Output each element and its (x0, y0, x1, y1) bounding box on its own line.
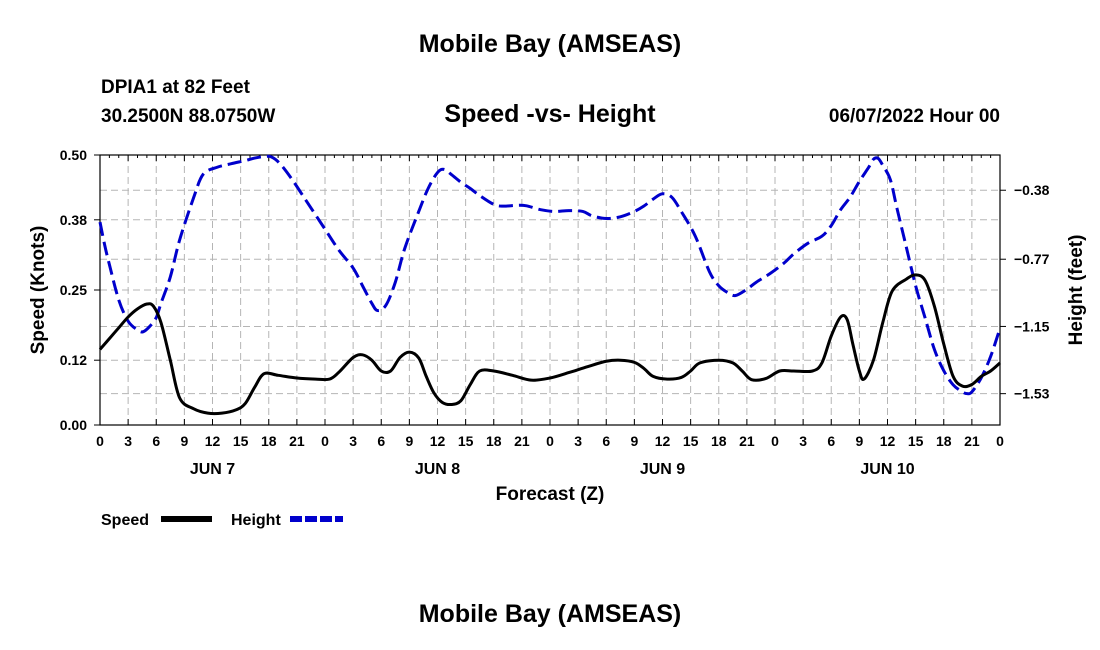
y-tick-label: 0.12 (60, 352, 87, 368)
x-tick-label: 18 (486, 433, 502, 449)
y-tick-label: 0.38 (60, 212, 87, 228)
x-tick-label: 9 (405, 433, 413, 449)
speed-series-line (98, 273, 1001, 416)
x-tick-label: 0 (96, 433, 104, 449)
y2-axis-title: Height (feet) (1066, 235, 1087, 346)
y-tick-label: 0.25 (60, 282, 87, 298)
x-tick-label: 15 (908, 433, 924, 449)
x-tick-label: 18 (711, 433, 727, 449)
x-tick-label: 9 (630, 433, 638, 449)
axis-ticks (94, 154, 1006, 426)
x-tick-label: 0 (321, 433, 329, 449)
x-tick-label: 15 (683, 433, 699, 449)
x-tick-label: 3 (574, 433, 582, 449)
x-tick-label: 21 (289, 433, 305, 449)
x-tick-label: 3 (799, 433, 807, 449)
legend-label-height: Height (231, 512, 281, 529)
y-axis-title: Speed (Knots) (28, 226, 49, 355)
x-tick-label: 3 (124, 433, 132, 449)
x-tick-label: 9 (180, 433, 188, 449)
x-tick-label: 0 (771, 433, 779, 449)
day-label: JUN 10 (860, 461, 914, 478)
day-label: JUN 7 (190, 461, 235, 478)
x-tick-label: 12 (655, 433, 671, 449)
x-tick-label: 15 (233, 433, 249, 449)
y2-tick-label: −1.15 (1014, 318, 1050, 334)
y-tick-label: 0.00 (60, 417, 87, 433)
x-tick-label: 18 (261, 433, 277, 449)
footer-title: Mobile Bay (AMSEAS) (418, 600, 682, 628)
x-axis-title: Forecast (Z) (496, 484, 605, 505)
day-label: JUN 8 (415, 461, 460, 478)
x-tick-label: 21 (739, 433, 755, 449)
x-tick-label: 3 (349, 433, 357, 449)
x-tick-label: 6 (602, 433, 610, 449)
chart-title: Speed -vs- Height (444, 100, 656, 128)
x-tick-label: 0 (546, 433, 554, 449)
y2-tick-label: −1.53 (1014, 386, 1050, 402)
x-tick-label: 0 (996, 433, 1004, 449)
series-lines (98, 154, 1002, 416)
x-tick-label: 12 (430, 433, 446, 449)
y2-tick-label: −0.38 (1014, 182, 1050, 198)
x-tick-label: 12 (205, 433, 221, 449)
forecast-datetime: 06/07/2022 Hour 00 (828, 106, 1000, 127)
day-label: JUN 9 (640, 461, 685, 478)
station-coordinates: 30.2500N 88.0750W (101, 106, 276, 127)
y-tick-label: 0.50 (60, 147, 87, 163)
x-tick-label: 6 (152, 433, 160, 449)
station-label: DPIA1 at 82 Feet (101, 77, 250, 98)
height-series-line (98, 154, 1002, 396)
axis-labels: 0 3 6 9 12 15 18 21 0 3 6 9 12 15 18 21 0 3 6 9 12 15 18 21 0 3 6 9… (28, 147, 1087, 505)
x-tick-label: 9 (855, 433, 863, 449)
x-tick-label: 18 (936, 433, 952, 449)
grid-lines (100, 155, 1000, 425)
x-tick-label: 15 (458, 433, 474, 449)
x-tick-label: 12 (880, 433, 896, 449)
x-tick-label: 21 (514, 433, 530, 449)
x-tick-label: 6 (377, 433, 385, 449)
x-tick-label: 6 (827, 433, 835, 449)
page-title: Mobile Bay (AMSEAS) (418, 30, 682, 58)
x-tick-label: 21 (964, 433, 980, 449)
y2-tick-label: −0.77 (1014, 251, 1050, 267)
legend: Speed Height (101, 512, 343, 529)
legend-label-speed: Speed (101, 512, 149, 529)
